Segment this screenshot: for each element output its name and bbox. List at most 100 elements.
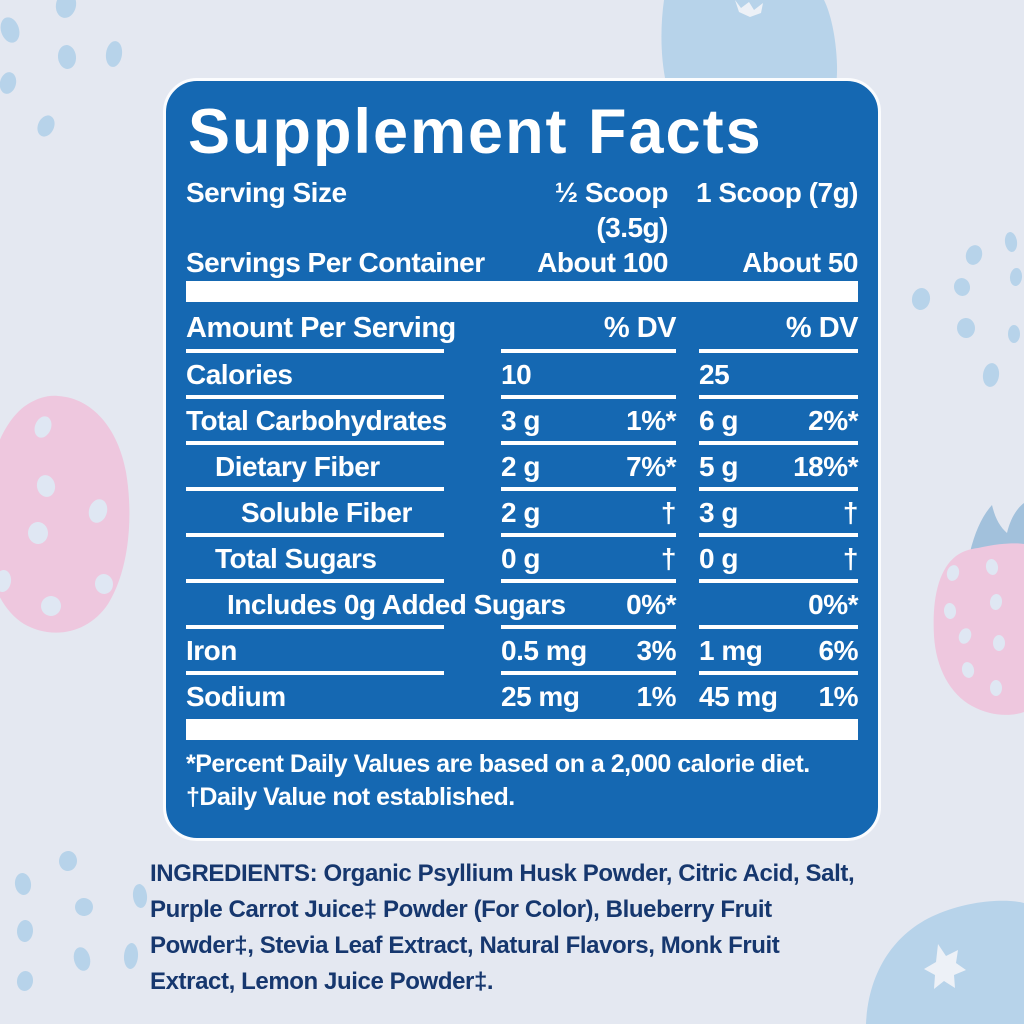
strawberry-seed	[958, 628, 972, 644]
dv-value: 18%*	[793, 451, 858, 482]
table-row-dietary-fiber: Dietary Fiber 2 g 7%* 5 g 18%*	[186, 445, 858, 491]
table-row-added-sugars: Includes 0g Added Sugars 0%* 0%*	[186, 583, 858, 629]
dot-icon	[982, 363, 1000, 387]
dv-value: 3%	[636, 635, 677, 666]
servings-per-container-row: Servings Per Container About 100 About 5…	[186, 245, 859, 280]
dot-icon	[1004, 232, 1018, 252]
amount-value: 3 g	[699, 497, 738, 528]
dv-value: †	[842, 543, 859, 574]
dot-icon	[105, 41, 123, 67]
nutrient-label: Sodium	[186, 681, 286, 712]
ingredients-line: Powder‡, Stevia Leaf Extract, Natural Fl…	[150, 932, 780, 959]
strawberry-seed	[989, 594, 1003, 610]
amount-value: 25	[699, 359, 730, 390]
amount-value: 5 g	[699, 451, 738, 482]
amount-value: 2 g	[501, 497, 540, 528]
ingredients-line: Purple Carrot Juice‡ Powder (For Color),…	[150, 896, 772, 923]
dot-icon	[965, 245, 983, 265]
dot-icon	[953, 278, 971, 296]
dv-value: 0%*	[808, 589, 858, 620]
dv-value: †	[660, 543, 677, 574]
dv-value: †	[660, 497, 677, 528]
strawberry-seed	[88, 499, 108, 523]
strawberry-leaf-icon	[970, 503, 1024, 552]
amount-per-serving-label: Amount Per Serving	[186, 304, 456, 353]
strawberry-seed	[946, 565, 960, 581]
dv-value: 6%	[818, 635, 859, 666]
strawberry-seed	[961, 662, 975, 678]
strawberry-illustration-left	[0, 395, 130, 633]
amount-value: 2 g	[501, 451, 540, 482]
amount-value: 0 g	[501, 543, 540, 574]
amount-value: 10	[501, 359, 532, 390]
serving-size-half-scoop: ½ Scoop (3.5g)	[554, 177, 669, 243]
dot-icon	[75, 898, 93, 916]
servings-count-half: About 100	[537, 247, 668, 278]
strawberry-seed	[943, 603, 957, 619]
nutrient-label: Total Carbohydrates	[186, 399, 447, 445]
dot-icon	[911, 288, 931, 310]
strawberry-seed	[34, 416, 52, 438]
strawberry-body	[933, 543, 1024, 715]
strawberry-seed	[27, 522, 49, 544]
serving-size-full-scoop: 1 Scoop (7g)	[695, 177, 859, 208]
strawberry-seed	[990, 680, 1002, 696]
nutrient-label: Iron	[186, 629, 444, 675]
nutrient-label: Total Sugars	[186, 537, 444, 583]
blueberry-illustration-bottom	[866, 900, 1024, 1024]
table-header-row: Amount Per Serving % DV % DV	[186, 304, 859, 353]
dot-icon	[0, 72, 17, 94]
dv-header-col1: % DV	[603, 312, 677, 344]
dot-icon	[58, 851, 78, 871]
nutrient-label: Includes 0g Added Sugars	[186, 583, 566, 629]
dv-value: 7%*	[626, 451, 676, 482]
amount-value: 3 g	[501, 405, 540, 436]
dv-header-col2: % DV	[785, 312, 859, 344]
dv-value: †	[842, 497, 859, 528]
dot-icon	[16, 920, 34, 942]
strawberry-seed	[41, 596, 61, 616]
strawberry-seed	[993, 635, 1005, 651]
dv-value: 1%*	[626, 405, 676, 436]
sprinkle-dots-top-left	[0, 0, 123, 137]
panel-title: Supplement Facts	[188, 97, 763, 167]
amount-value: 25 mg	[501, 681, 580, 712]
nutrient-label: Soluble Fiber	[186, 491, 444, 537]
servings-per-container-label: Servings Per Container	[186, 247, 485, 278]
dot-icon	[132, 884, 148, 908]
nutrient-label: Dietary Fiber	[186, 445, 444, 491]
dot-icon	[956, 318, 976, 338]
strawberry-body	[0, 395, 130, 633]
divider-bar	[186, 281, 858, 302]
amount-value: 6 g	[699, 405, 738, 436]
dot-icon	[73, 947, 91, 971]
servings-count-full: About 50	[742, 247, 858, 278]
dot-icon	[123, 943, 139, 969]
amount-value: 0.5 mg	[501, 635, 587, 666]
amount-value: 1 mg	[699, 635, 763, 666]
divider-bar	[186, 719, 858, 740]
ingredients-line: Extract, Lemon Juice Powder‡.	[150, 968, 494, 995]
strawberry-seed	[36, 475, 56, 497]
amount-value: 0 g	[699, 543, 738, 574]
dot-icon	[37, 115, 55, 137]
strawberry-seed	[985, 559, 999, 575]
blueberry-calyx-icon	[924, 944, 966, 989]
nutrient-label: Calories	[186, 353, 444, 399]
dv-value: 0%*	[626, 589, 676, 620]
table-row-sodium: Sodium 25 mg 1% 45 mg 1%	[186, 675, 859, 717]
strawberry-seed	[94, 574, 114, 594]
table-row-iron: Iron 0.5 mg 3% 1 mg 6%	[186, 629, 859, 675]
dv-value: 1%	[636, 681, 677, 712]
footnote-daily-value: †Daily Value not established.	[186, 783, 515, 811]
ingredients-line: INGREDIENTS: Organic Psyllium Husk Powde…	[150, 860, 855, 887]
dv-value: 1%	[818, 681, 859, 712]
strawberry-seed	[0, 570, 12, 592]
sprinkle-dots-bottom-left	[14, 851, 148, 991]
dot-icon	[1009, 268, 1023, 286]
serving-size-label: Serving Size	[186, 177, 347, 208]
table-row-calories: Calories 10 25	[186, 353, 858, 399]
blueberry-calyx-icon	[735, 0, 763, 17]
dot-icon	[55, 0, 77, 18]
